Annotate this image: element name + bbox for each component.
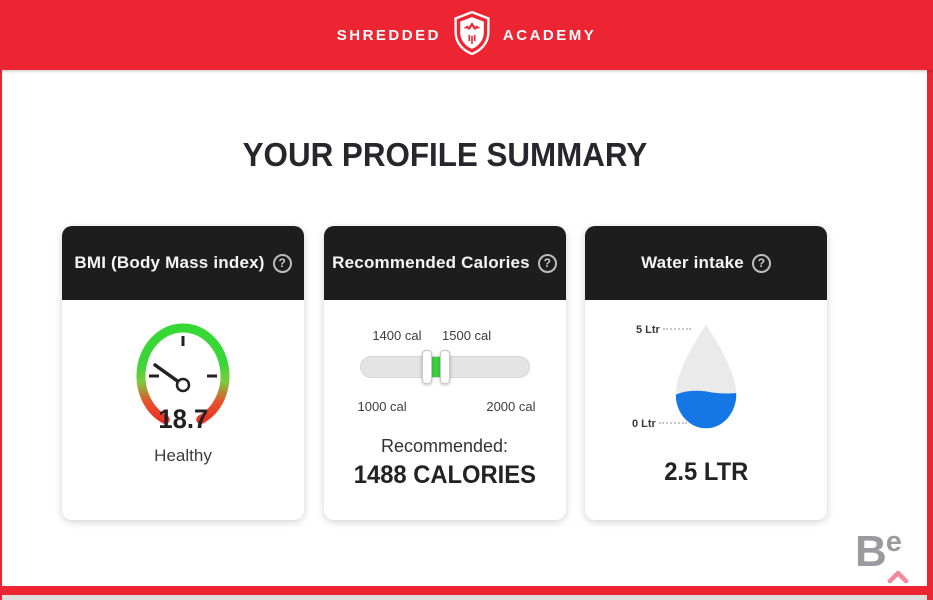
main-content: YOUR PROFILE SUMMARY BMI (Body Mass inde… bbox=[62, 70, 827, 520]
watermark-letter-e: e bbox=[885, 526, 902, 558]
slider-handle-left[interactable] bbox=[421, 350, 432, 384]
water-min-label: 0 Ltr bbox=[632, 418, 687, 430]
brand-text-right: ACADEMY bbox=[502, 26, 597, 44]
water-intake-value: 2.5 LTR bbox=[663, 458, 749, 486]
gauge-needle-hub bbox=[175, 377, 191, 393]
gauge-arc-left bbox=[136, 323, 188, 424]
calories-card-body: 1400 cal 1500 cal 1000 cal 2000 cal Reco… bbox=[324, 300, 566, 520]
page-title: YOUR PROFILE SUMMARY bbox=[242, 136, 647, 173]
slider-upper-value-label: 1500 cal bbox=[442, 328, 492, 343]
bmi-card-title: BMI (Body Mass index) bbox=[74, 253, 265, 272]
right-red-border bbox=[927, 0, 933, 600]
gauge-arc-right bbox=[178, 323, 230, 424]
water-drop-icon bbox=[675, 325, 737, 429]
water-max-label: 5 Ltr bbox=[636, 324, 691, 336]
slider-max-label: 2000 cal bbox=[486, 399, 536, 414]
bmi-status: Healthy bbox=[154, 446, 212, 465]
recommended-calories-value: 1488 CALORIES bbox=[353, 461, 536, 489]
water-help-icon[interactable]: ? bbox=[751, 253, 771, 273]
watermark-letter-b: B bbox=[855, 527, 887, 576]
calories-card: Recommended Calories ? 1400 cal 1500 cal… bbox=[323, 226, 566, 520]
shield-logo-icon bbox=[452, 10, 492, 61]
water-fill bbox=[675, 390, 737, 429]
behance-watermark: Be bbox=[855, 526, 917, 584]
bmi-help-icon[interactable]: ? bbox=[272, 253, 292, 273]
water-drop-gauge: 5 Ltr 0 Ltr bbox=[616, 322, 796, 444]
slider-handle-right[interactable] bbox=[439, 350, 450, 384]
bmi-value: 18.7 bbox=[158, 404, 208, 434]
bmi-card-header: BMI (Body Mass index) ? bbox=[62, 226, 304, 300]
bottom-gray-strip bbox=[0, 595, 933, 600]
slider-track[interactable] bbox=[359, 350, 530, 384]
dotted-leader-bottom bbox=[658, 422, 687, 424]
bmi-card: BMI (Body Mass index) ? bbox=[62, 226, 304, 520]
bmi-gauge bbox=[136, 323, 230, 424]
left-red-border bbox=[0, 0, 2, 600]
slider-min-label: 1000 cal bbox=[357, 399, 407, 414]
brand-header: SHREDDED ACADEMY bbox=[0, 0, 933, 70]
recommended-label: Recommended: bbox=[380, 436, 509, 456]
dotted-leader-top bbox=[662, 328, 691, 330]
summary-cards-row: BMI (Body Mass index) ? bbox=[62, 226, 827, 520]
water-card-title: Water intake bbox=[641, 253, 744, 272]
bottom-red-strip bbox=[0, 586, 933, 595]
calorie-range-slider: 1400 cal 1500 cal 1000 cal 2000 cal bbox=[357, 328, 536, 414]
calories-card-title: Recommended Calories bbox=[332, 253, 530, 272]
calories-card-header: Recommended Calories ? bbox=[323, 226, 566, 300]
bmi-card-body: 18.7 Healthy bbox=[62, 300, 304, 520]
watermark-caret-icon bbox=[887, 570, 909, 584]
water-card-body: 5 Ltr 0 Ltr 2.5 LTR bbox=[585, 300, 827, 520]
water-card-header: Water intake ? bbox=[585, 226, 827, 300]
brand-text-left: SHREDDED bbox=[336, 26, 441, 44]
slider-lower-value-label: 1400 cal bbox=[372, 328, 422, 343]
water-card: Water intake ? 5 Ltr 0 Ltr bbox=[585, 226, 827, 520]
calories-help-icon[interactable]: ? bbox=[537, 253, 557, 273]
